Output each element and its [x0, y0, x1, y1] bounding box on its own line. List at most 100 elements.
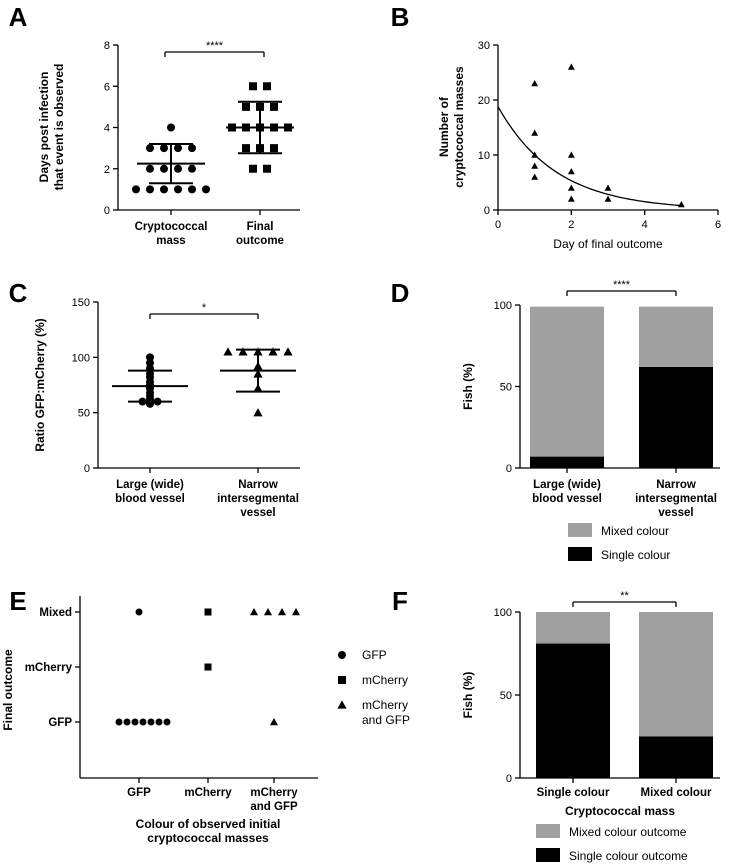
y-axis-label: Fish (%): [461, 672, 475, 719]
data-point: [249, 164, 257, 173]
y-tick-label: 0: [84, 463, 90, 475]
data-point: [253, 408, 263, 417]
data-point: [268, 347, 278, 356]
significance-label: **: [620, 590, 629, 602]
bar-segment: [639, 306, 713, 367]
data-point: [188, 144, 196, 153]
x-axis-label: Cryptococcal mass: [565, 804, 675, 818]
legend-label: Mixed colour: [601, 524, 669, 538]
legend-swatch: [568, 547, 592, 561]
data-point: [123, 718, 131, 726]
fit-curve: [497, 106, 682, 207]
x-category-label: Narrow: [238, 479, 278, 491]
panel-label: B: [391, 2, 410, 32]
y-tick-label: 0: [506, 773, 512, 785]
data-point: [188, 164, 196, 173]
bar-segment: [639, 612, 713, 737]
y-tick-label: 150: [72, 297, 90, 309]
y-axis-label: cryptococcal masses: [452, 66, 466, 188]
data-point: [567, 195, 575, 202]
y-axis-label: Days post infection: [37, 72, 51, 183]
y-tick-label: 8: [104, 40, 110, 52]
panel-label: A: [9, 2, 28, 32]
x-category-label: Final: [247, 221, 274, 233]
significance-label: *: [202, 302, 207, 314]
legend-label: mCherry: [362, 673, 408, 687]
data-point: [188, 185, 196, 194]
y-category-label: GFP: [48, 717, 72, 729]
data-point: [567, 168, 575, 175]
data-point: [263, 82, 271, 91]
x-category-label: vessel: [240, 507, 275, 519]
x-category-label: mCherry: [250, 787, 298, 799]
y-tick-label: 6: [104, 81, 110, 93]
data-point: [270, 144, 278, 153]
x-axis-label: Day of final outcome: [553, 237, 663, 251]
data-point: [147, 718, 155, 726]
data-point: [604, 195, 612, 202]
y-tick-label: 50: [78, 408, 90, 420]
data-point: [204, 663, 212, 671]
data-point: [242, 102, 250, 111]
y-axis-label: Number of: [437, 96, 451, 157]
data-point: [223, 347, 233, 356]
y-tick-label: 0: [506, 463, 512, 475]
data-point: [249, 82, 257, 91]
x-tick-label: 2: [568, 219, 574, 231]
data-point: [115, 718, 123, 726]
y-axis-label: Final outcome: [1, 649, 15, 731]
panel-label: D: [391, 278, 410, 308]
x-category-label: Large (wide): [533, 479, 601, 491]
data-point: [174, 164, 182, 173]
y-axis-label: Fish (%): [461, 363, 475, 410]
data-point: [567, 184, 575, 191]
x-tick-label: 4: [642, 219, 648, 231]
x-category-label: outcome: [236, 235, 284, 247]
y-tick-label: 50: [500, 690, 512, 702]
data-point: [146, 185, 154, 194]
significance-label: ****: [206, 40, 224, 52]
x-category-label: blood vessel: [532, 493, 602, 505]
bar-segment: [536, 643, 610, 778]
y-tick-label: 100: [72, 352, 90, 364]
data-point: [277, 607, 287, 616]
data-point: [531, 129, 539, 136]
legend-marker: [338, 676, 346, 684]
data-point: [283, 347, 293, 356]
data-point: [204, 608, 212, 616]
data-point: [531, 173, 539, 180]
legend-marker: [337, 700, 347, 709]
legend-swatch: [536, 824, 560, 838]
data-point: [242, 144, 250, 153]
y-category-label: mCherry: [25, 662, 73, 674]
x-category-label: Narrow: [656, 479, 696, 491]
data-point: [163, 718, 171, 726]
data-point: [135, 608, 143, 616]
legend-label: Single colour outcome: [569, 849, 688, 863]
legend-marker: [338, 651, 346, 659]
x-category-label: mass: [156, 235, 185, 247]
y-tick-label: 0: [104, 205, 110, 217]
y-tick-label: 100: [494, 607, 512, 619]
data-point: [139, 718, 147, 726]
x-category-label: vessel: [658, 507, 693, 519]
x-category-label: intersegmental: [635, 493, 717, 505]
x-category-label: Large (wide): [116, 479, 184, 491]
data-point: [174, 185, 182, 194]
data-point: [263, 607, 273, 616]
data-point: [567, 63, 575, 70]
legend-label: mCherry: [362, 698, 408, 712]
y-tick-label: 2: [104, 164, 110, 176]
data-point: [131, 718, 139, 726]
data-point: [677, 201, 685, 208]
data-point: [263, 164, 271, 173]
bar-segment: [639, 736, 713, 778]
x-category-label: Cryptococcal: [135, 221, 208, 233]
data-point: [291, 607, 301, 616]
data-point: [160, 144, 168, 153]
legend-label: Single colour: [601, 548, 670, 562]
data-point: [167, 123, 175, 132]
x-axis-label: cryptococcal masses: [147, 831, 269, 845]
data-point: [160, 164, 168, 173]
